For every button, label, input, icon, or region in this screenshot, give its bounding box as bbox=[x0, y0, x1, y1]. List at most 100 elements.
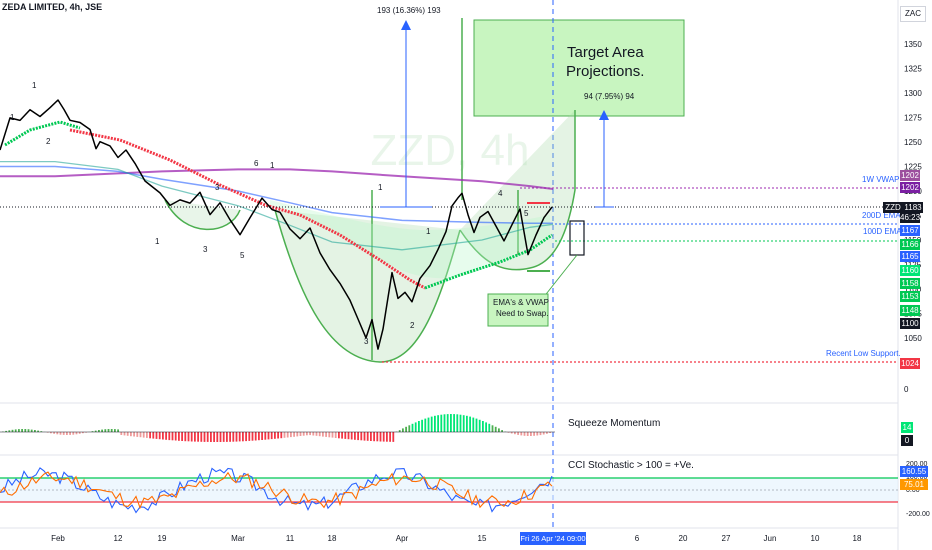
squeeze-bar bbox=[360, 432, 363, 441]
time-tick: 19 bbox=[158, 534, 167, 543]
squeeze-bar bbox=[334, 432, 337, 438]
squeeze-bar bbox=[456, 414, 459, 432]
squeeze-bar bbox=[261, 432, 263, 440]
squeeze-bar bbox=[517, 432, 519, 435]
squeeze-histogram bbox=[2, 414, 555, 442]
label-100d-ema: 100D EMA bbox=[863, 227, 902, 236]
squeeze-bar bbox=[136, 432, 139, 437]
cci-tick: 100.00 bbox=[906, 474, 928, 481]
squeeze-bar bbox=[120, 432, 123, 435]
squeeze-bar bbox=[501, 430, 503, 432]
price-tag: 1160 bbox=[900, 265, 920, 276]
price-tick: 1050 bbox=[904, 334, 922, 343]
target-title-1: Target Area bbox=[567, 44, 644, 61]
squeeze-bar bbox=[542, 432, 545, 435]
squeeze-bar bbox=[398, 430, 401, 432]
squeeze-bar bbox=[94, 430, 97, 432]
ema-note-1: EMA's & VWAP bbox=[493, 298, 549, 307]
squeeze-bar bbox=[117, 429, 119, 432]
squeeze-bar bbox=[168, 432, 171, 441]
squeeze-bar bbox=[27, 429, 30, 432]
price-tag: 1153 bbox=[900, 291, 920, 302]
price-tick: 0 bbox=[904, 385, 909, 394]
squeeze-bar bbox=[50, 432, 52, 434]
squeeze-bar bbox=[510, 432, 513, 434]
time-tick: 12 bbox=[114, 534, 123, 543]
squeeze-bar bbox=[197, 432, 199, 442]
squeeze-bar bbox=[178, 432, 180, 441]
squeeze-bar bbox=[78, 432, 81, 434]
squeeze-bar bbox=[338, 432, 340, 439]
squeeze-bar bbox=[258, 432, 260, 441]
squeeze-bar bbox=[392, 432, 395, 442]
squeeze-bar bbox=[98, 430, 100, 432]
squeeze-bar bbox=[66, 432, 68, 435]
squeeze-bar bbox=[62, 432, 65, 435]
squeeze-bar bbox=[194, 432, 196, 442]
squeeze-bar bbox=[59, 432, 62, 435]
callout-pointer bbox=[542, 254, 578, 299]
squeeze-bar bbox=[72, 432, 75, 435]
squeeze-bar bbox=[469, 416, 471, 432]
squeeze-bar bbox=[40, 431, 43, 432]
time-tick: 18 bbox=[853, 534, 862, 543]
current-time-tag bbox=[520, 532, 586, 545]
wave-label: 1 bbox=[32, 81, 37, 90]
squeeze-bar bbox=[523, 432, 526, 436]
squeeze-bar bbox=[507, 432, 510, 433]
time-tick: 10 bbox=[811, 534, 820, 543]
wave-label: 1 bbox=[10, 113, 15, 122]
squeeze-bar bbox=[411, 423, 414, 432]
price-tick: 1300 bbox=[904, 89, 922, 98]
price-tag: 1183 bbox=[903, 202, 923, 213]
price-tag: 1024 bbox=[900, 358, 920, 369]
squeeze-bar bbox=[149, 432, 151, 439]
squeeze-bar bbox=[162, 432, 164, 440]
squeeze-bar bbox=[222, 432, 225, 442]
wave-label: 1 bbox=[426, 227, 431, 236]
price-tick: 1275 bbox=[904, 114, 922, 123]
squeeze-bar bbox=[331, 432, 334, 438]
vwap-line bbox=[0, 168, 554, 190]
squeeze-bar bbox=[306, 432, 308, 436]
wave-labels: 1 2 1 3 5 6 1 1 3 1 1 2 3 4 5 bbox=[10, 81, 529, 346]
squeeze-bar bbox=[142, 432, 145, 438]
squeeze-bar bbox=[139, 432, 142, 438]
squeeze-bar bbox=[536, 432, 539, 436]
price-tick: 1325 bbox=[904, 65, 922, 74]
squeeze-bar bbox=[229, 432, 231, 442]
watermark: ZZD, 4h bbox=[371, 126, 530, 175]
squeeze-bar bbox=[130, 432, 132, 437]
cci-tick: -200.00 bbox=[906, 511, 930, 518]
squeeze-bar bbox=[299, 432, 302, 436]
currency-button[interactable]: ZAC bbox=[900, 6, 926, 22]
cci-tag: 75.01 bbox=[900, 479, 928, 490]
squeeze-bar bbox=[430, 416, 433, 432]
target-area-box[interactable] bbox=[473, 19, 685, 117]
top-measure-label: 193 (16.36%) 193 bbox=[377, 6, 441, 15]
squeeze-tag: 0 bbox=[901, 435, 913, 446]
squeeze-bar bbox=[341, 432, 343, 439]
squeeze-bar bbox=[312, 432, 315, 436]
price-tag: 1100 bbox=[900, 318, 920, 329]
squeeze-bar bbox=[146, 432, 148, 438]
time-axis[interactable]: Feb 12 19 Mar 11 18 Apr 15 6 20 27 Jun 10 18 bbox=[51, 534, 862, 543]
squeeze-bar bbox=[226, 432, 228, 442]
squeeze-bar bbox=[126, 432, 129, 436]
squeeze-bar bbox=[414, 422, 417, 432]
squeeze-bar bbox=[152, 432, 155, 439]
squeeze-bar bbox=[8, 430, 11, 432]
cci-blue-line bbox=[0, 467, 553, 514]
ema-ribbon bbox=[270, 200, 550, 279]
squeeze-bar bbox=[533, 432, 535, 436]
squeeze-bar bbox=[30, 429, 33, 432]
squeeze-bar bbox=[363, 432, 366, 441]
squeeze-bar bbox=[405, 426, 407, 432]
squeeze-bar bbox=[210, 432, 212, 442]
squeeze-bar bbox=[376, 432, 379, 442]
squeeze-bar bbox=[14, 429, 17, 432]
squeeze-bar bbox=[296, 432, 299, 437]
time-tick: Jun bbox=[764, 534, 777, 543]
squeeze-bar bbox=[274, 432, 276, 439]
